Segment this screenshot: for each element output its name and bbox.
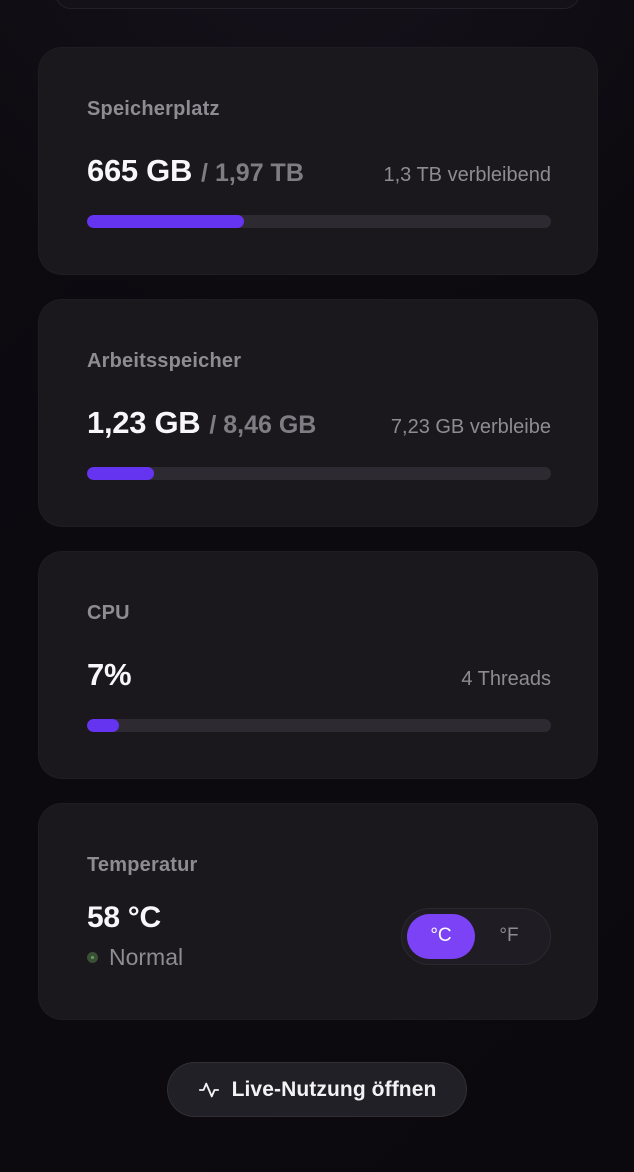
live-usage-button[interactable]: Live-Nutzung öffnen <box>166 1062 468 1117</box>
storage-used-value: 665 GB <box>87 153 193 188</box>
memory-value-row: 1,23 GB / 8,46 GB 7,23 GB verbleibe <box>87 405 551 441</box>
storage-card-title: Speicherplatz <box>87 98 220 120</box>
cpu-progress-fill <box>87 719 120 732</box>
partial-card-above <box>55 0 580 9</box>
memory-progress-track <box>87 467 551 480</box>
temperature-status-label: Normal <box>109 944 184 970</box>
cpu-threads-label: 4 Threads <box>461 668 551 690</box>
temperature-status: Normal <box>87 944 183 971</box>
status-dot-icon <box>87 952 98 963</box>
activity-pulse-icon <box>198 1079 220 1101</box>
stat-card-list: Speicherplatz 665 GB / 1,97 TB 1,3 TB ve… <box>38 47 598 1044</box>
temperature-card-title: Temperatur <box>87 854 198 876</box>
celsius-button[interactable]: °C <box>407 913 475 959</box>
cpu-progress-track <box>87 719 551 732</box>
temperature-card: Temperatur 58 °C Normal °C °F <box>38 803 598 1020</box>
memory-total-value: / 8,46 GB <box>209 411 317 439</box>
footer: Live-Nutzung öffnen <box>0 1062 634 1117</box>
memory-card: Arbeitsspeicher 1,23 GB / 8,46 GB 7,23 G… <box>38 299 598 527</box>
temperature-row: 58 °C Normal °C °F <box>87 901 551 971</box>
fahrenheit-button[interactable]: °F <box>475 914 543 959</box>
live-usage-button-label: Live-Nutzung öffnen <box>231 1077 437 1101</box>
cpu-card: CPU 7% 4 Threads <box>38 551 598 779</box>
temperature-unit-toggle[interactable]: °C °F <box>401 907 551 965</box>
storage-progress-track <box>87 215 551 228</box>
cpu-value-row: 7% 4 Threads <box>87 657 551 693</box>
storage-progress-fill <box>87 215 244 228</box>
memory-progress-fill <box>87 467 155 480</box>
storage-remaining-label: 1,3 TB verbleibend <box>383 164 551 186</box>
storage-total-value: / 1,97 TB <box>201 159 304 187</box>
memory-used-value: 1,23 GB <box>87 405 201 440</box>
memory-card-title: Arbeitsspeicher <box>87 350 242 372</box>
storage-card: Speicherplatz 665 GB / 1,97 TB 1,3 TB ve… <box>38 47 598 275</box>
cpu-usage-value: 7% <box>87 657 132 692</box>
cpu-card-title: CPU <box>87 602 130 624</box>
storage-value-row: 665 GB / 1,97 TB 1,3 TB verbleibend <box>87 153 551 189</box>
temperature-value: 58 °C <box>87 901 161 934</box>
memory-remaining-label: 7,23 GB verbleibe <box>390 416 551 438</box>
